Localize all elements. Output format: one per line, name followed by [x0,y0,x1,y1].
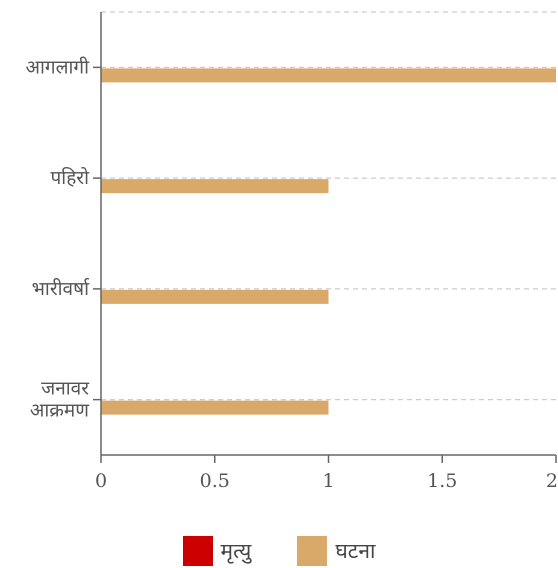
legend-item-deaths[interactable]: मृत्यु [182,536,252,566]
category-label: भारीवर्षा [32,277,91,300]
grid-lines [101,11,556,401]
category-labels: आगलागी पहिरो भारीवर्षा जनावर आक्रमण [25,55,90,421]
legend-label-incidents: घटना [335,539,376,563]
x-tick-label: 0.5 [200,470,230,492]
legend: मृत्यु घटना [0,534,558,568]
legend-swatch-deaths [182,536,213,566]
category-label-line: जनावर [41,378,90,400]
bar-incidents [101,179,329,194]
legend-item-incidents[interactable]: घटना [297,536,375,566]
category-label-line: पहिरो [51,166,91,189]
bar-incidents [101,68,556,83]
bar-incidents [101,289,329,304]
category-label-line: आगलागी [25,55,90,78]
x-axis-ticks: 0 0.5 1 1.5 2 [93,66,558,492]
x-tick-label: 2 [546,470,558,492]
bar-chart: आगलागी पहिरो भारीवर्षा जनावर आक्रमण 0 0.5 1 1.5… [25,11,558,492]
category-label-line: आक्रमण [30,400,89,422]
x-tick-label: 1.5 [427,470,457,492]
legend-label-deaths: मृत्यु [220,539,252,563]
x-tick-label: 0 [95,470,107,492]
legend-swatch-incidents [297,536,328,566]
category-label: पहिरो [51,166,91,189]
category-label: जनावर आक्रमण [30,378,90,422]
x-tick-label: 1 [322,470,334,492]
category-label-line: भारीवर्षा [32,277,91,300]
category-label: आगलागी [25,55,90,78]
bars [101,68,556,415]
bar-incidents [101,400,329,415]
